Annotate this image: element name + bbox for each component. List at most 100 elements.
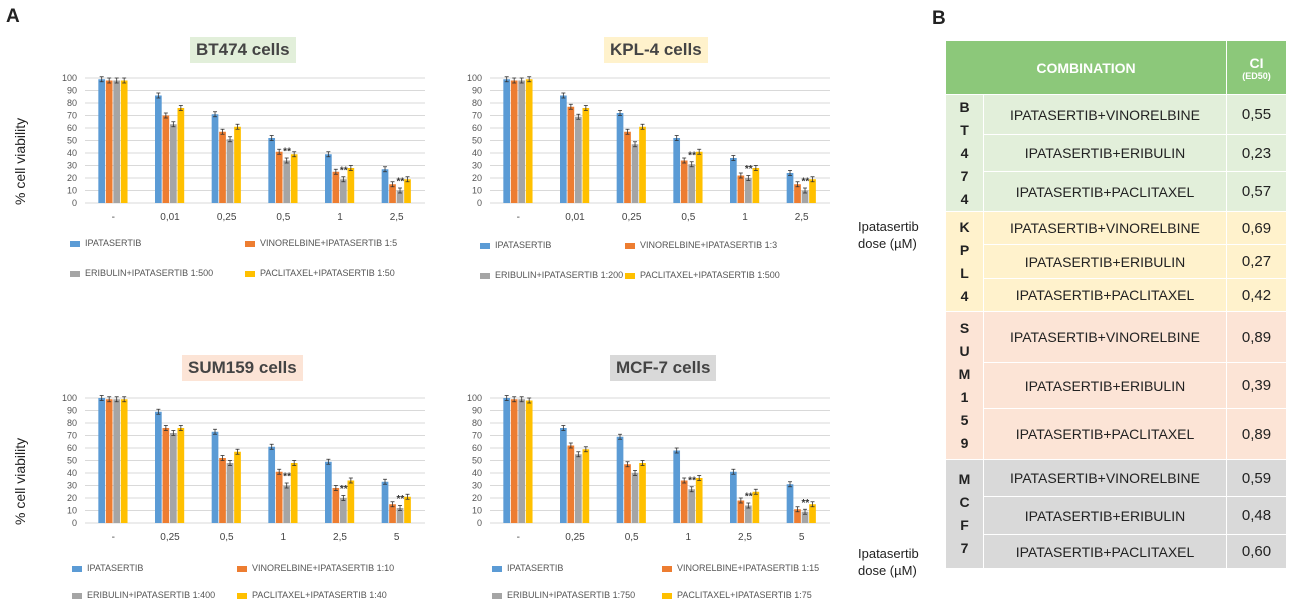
bar: [730, 158, 737, 203]
cell-line-letter: 4: [960, 190, 969, 207]
bar: [673, 138, 681, 203]
y-tick-label: 80: [472, 418, 482, 428]
bar: [234, 451, 241, 523]
cell-line-letter: M: [958, 471, 971, 487]
bar: [283, 160, 291, 203]
bar: [170, 433, 177, 523]
bar: [381, 169, 389, 203]
combination-header: COMBINATION: [945, 40, 1227, 95]
legend-item-eribulin: ERIBULIN+IPATASERTIB 1:400: [72, 590, 215, 600]
y-tick-label: 20: [67, 493, 77, 503]
bar: [332, 171, 340, 203]
bar: [226, 139, 234, 203]
bar: [510, 399, 518, 523]
bar: [794, 184, 801, 203]
y-tick-label: 90: [472, 406, 482, 416]
bar: [283, 485, 291, 523]
y-tick-label: 20: [472, 173, 482, 183]
bar: [325, 154, 332, 203]
significance-label: **: [340, 165, 348, 176]
bar: [177, 108, 185, 203]
combination-cell: IPATASERTIB+VINORELBINE: [983, 459, 1227, 497]
bar: [582, 108, 590, 203]
y-tick-label: 30: [67, 161, 77, 171]
ci-table-header: COMBINATION CI (ED50): [945, 40, 1287, 95]
y-tick-label: 90: [472, 86, 482, 96]
y-tick-label: 100: [467, 393, 482, 403]
ci-value-cell: 0,69: [1226, 211, 1287, 245]
bar: [673, 450, 681, 523]
combination-cell: IPATASERTIB+VINORELBINE: [983, 94, 1227, 135]
y-tick-label: 100: [62, 393, 77, 403]
x-tick-label: 0,25: [622, 212, 642, 223]
bar: [120, 399, 128, 523]
cell-line-letter: S: [959, 319, 970, 336]
bar: [381, 481, 389, 523]
y-tick-label: 80: [67, 98, 77, 108]
x-tick-label: 2,5: [390, 212, 404, 223]
bar: [680, 160, 688, 203]
y-tick-label: 40: [67, 148, 77, 158]
y-tick-label: 100: [467, 73, 482, 83]
legend-item-paclitaxel: PACLITAXEL+IPATASERTIB 1:75: [662, 590, 812, 600]
bar: [616, 436, 624, 523]
legend-mcf7: IPATASERTIB VINORELBINE+IPATASERTIB 1:15…: [492, 563, 852, 603]
legend-item-paclitaxel: PACLITAXEL+IPATASERTIB 1:50: [245, 268, 395, 278]
chart-title-sum159: SUM159 cells: [182, 355, 303, 381]
bar: [332, 488, 340, 523]
x-tick-label: 5: [799, 532, 805, 543]
y-tick-label: 30: [472, 161, 482, 171]
bar: [745, 178, 752, 203]
bar: [275, 471, 283, 523]
ci-value-cell: 0,23: [1226, 134, 1287, 172]
chart-title-bt474: BT474 cells: [190, 37, 296, 63]
y-tick-label: 20: [472, 493, 482, 503]
bar: [624, 464, 631, 523]
bar: [340, 179, 347, 203]
legend-item-vinorelbine: VINORELBINE+IPATASERTIB 1:5: [245, 238, 397, 248]
bar: [752, 491, 760, 523]
x-axis-title-top: Ipatasertib dose (µM): [858, 219, 919, 251]
x-tick-label: 0,5: [625, 532, 639, 543]
ci-row-kpl4: IPATASERTIB+PACLITAXEL 0,42: [945, 278, 1287, 312]
y-tick-label: 70: [67, 431, 77, 441]
bar: [162, 115, 170, 203]
bar: [695, 151, 703, 203]
bar: [404, 496, 411, 523]
bar: [503, 79, 511, 203]
x-tick-label: 0,25: [565, 532, 585, 543]
bar: [219, 458, 226, 523]
ci-value-cell: 0,59: [1226, 459, 1287, 497]
bar: [786, 484, 794, 523]
bar: [404, 179, 411, 203]
bar: [105, 399, 113, 523]
ci-row-mcf7: IPATASERTIB+ERIBULIN 0,48: [945, 496, 1287, 535]
legend-item-eribulin: ERIBULIN+IPATASERTIB 1:750: [492, 590, 635, 600]
significance-label: **: [745, 492, 753, 503]
bar: [575, 116, 582, 203]
legend-item-ipatasertib: IPATASERTIB: [492, 563, 563, 573]
bar: [801, 190, 809, 203]
y-tick-label: 10: [472, 186, 482, 196]
x-axis-title-bottom: Ipatasertib dose (µM): [858, 546, 919, 578]
ci-value-cell: 0,57: [1226, 171, 1287, 212]
x-tick-label: 0,25: [160, 532, 180, 543]
x-tick-label: 2,5: [738, 532, 752, 543]
bar: [162, 428, 170, 523]
bar: [170, 124, 177, 203]
cell-line-letter: U: [959, 342, 970, 359]
bar: [624, 131, 631, 203]
ci-row-kpl4: K P L 4 IPATASERTIB+VINORELBINE 0,69: [945, 211, 1287, 312]
significance-label: **: [688, 150, 696, 161]
chart-title-kpl4: KPL-4 cells: [604, 37, 708, 63]
bar: [745, 505, 752, 523]
significance-label: **: [397, 177, 405, 188]
bar: [631, 144, 639, 203]
x-tick-label: 0,25: [217, 212, 237, 223]
y-tick-label: 0: [72, 198, 77, 208]
bar: [737, 500, 745, 523]
combination-cell: IPATASERTIB+VINORELBINE: [983, 311, 1227, 363]
ci-row-kpl4: IPATASERTIB+ERIBULIN 0,27: [945, 244, 1287, 279]
bar: [809, 179, 816, 203]
